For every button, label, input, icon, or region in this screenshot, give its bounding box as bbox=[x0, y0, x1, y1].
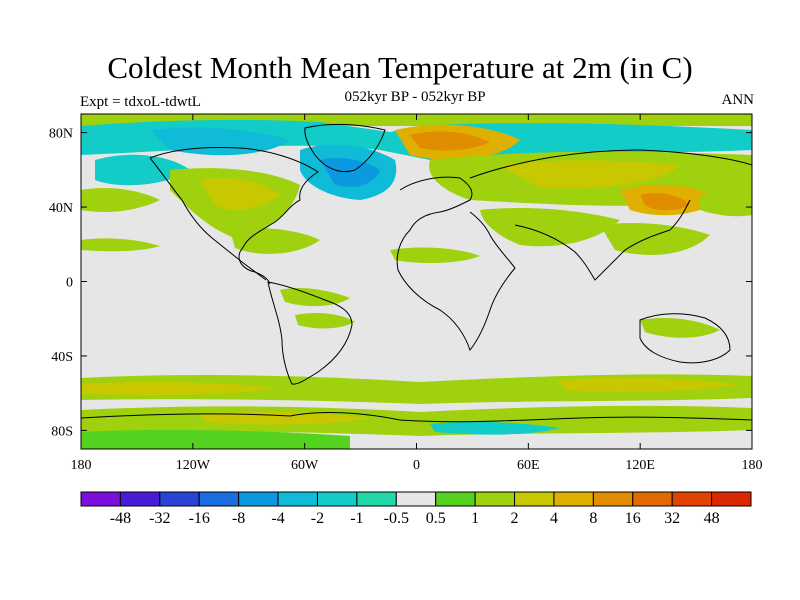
colorbar-swatch bbox=[159, 491, 200, 507]
colorbar-swatch bbox=[711, 491, 752, 507]
colorbar-swatch bbox=[592, 491, 634, 507]
lat-tick-label: 0 bbox=[66, 276, 73, 291]
colorbar-label: 4 bbox=[550, 510, 558, 527]
colorbar: -48 -32 -16 -8 -4 -2 -1 -0.5 0.5 1 2 4 8 16 32 48 bbox=[80, 491, 752, 527]
colorbar-label: 2 bbox=[511, 510, 519, 527]
lat-tick-label: 80S bbox=[51, 424, 73, 439]
colorbar-label: -16 bbox=[189, 510, 210, 527]
colorbar-label: 48 bbox=[704, 510, 720, 527]
colorbar-label: -4 bbox=[271, 510, 284, 527]
colorbar-label: -8 bbox=[232, 510, 245, 527]
lon-tick-label: 120E bbox=[625, 458, 655, 473]
colorbar-swatch bbox=[671, 491, 713, 507]
colorbar-swatch bbox=[198, 491, 240, 507]
coastlines bbox=[81, 123, 752, 423]
colorbar-swatch bbox=[356, 491, 397, 507]
lon-tick-label: 60E bbox=[517, 458, 540, 473]
colorbar-swatch bbox=[553, 491, 594, 507]
season-label: ANN bbox=[721, 92, 755, 108]
colorbar-label: -1 bbox=[350, 510, 363, 527]
colorbar-label: 16 bbox=[625, 510, 641, 527]
colorbar-swatch bbox=[238, 491, 279, 507]
plot-title: Coldest Month Mean Temperature at 2m (in… bbox=[107, 50, 693, 85]
colorbar-swatch bbox=[474, 491, 516, 507]
map-ticks: 180 120W 60W 0 60E 120E 180 80N 40N 0 40S 80S bbox=[49, 114, 763, 473]
lon-tick-label: 120W bbox=[176, 458, 211, 473]
colorbar-swatch bbox=[514, 491, 555, 507]
colorbar-label: 32 bbox=[664, 510, 680, 527]
colorbar-swatch bbox=[119, 491, 161, 507]
lat-tick-label: 40S bbox=[51, 350, 73, 365]
experiment-label: Expt = tdxoL-tdwtL bbox=[80, 94, 201, 110]
colorbar-label: -48 bbox=[110, 510, 131, 527]
colorbar-swatch bbox=[277, 491, 318, 507]
colorbar-label: 0.5 bbox=[426, 510, 446, 527]
lon-tick-label: 180 bbox=[71, 458, 92, 473]
colorbar-label: -0.5 bbox=[384, 510, 409, 527]
colorbar-label: 8 bbox=[589, 510, 597, 527]
lon-tick-label: 60W bbox=[291, 458, 319, 473]
lat-tick-label: 40N bbox=[49, 201, 73, 216]
colorbar-label: -2 bbox=[311, 510, 324, 527]
colorbar-swatch bbox=[316, 491, 358, 507]
colorbar-label: -32 bbox=[149, 510, 170, 527]
colorbar-swatch bbox=[632, 491, 673, 507]
lon-tick-label: 0 bbox=[413, 458, 420, 473]
colorbar-swatch bbox=[80, 491, 121, 507]
colorbar-swatch bbox=[395, 491, 437, 507]
plot-subtitle: 052kyr BP - 052kyr BP bbox=[344, 89, 486, 105]
colorbar-swatch bbox=[435, 491, 476, 507]
lat-tick-label: 80N bbox=[49, 127, 73, 142]
lon-tick-label: 180 bbox=[742, 458, 763, 473]
colorbar-label: 1 bbox=[471, 510, 479, 527]
